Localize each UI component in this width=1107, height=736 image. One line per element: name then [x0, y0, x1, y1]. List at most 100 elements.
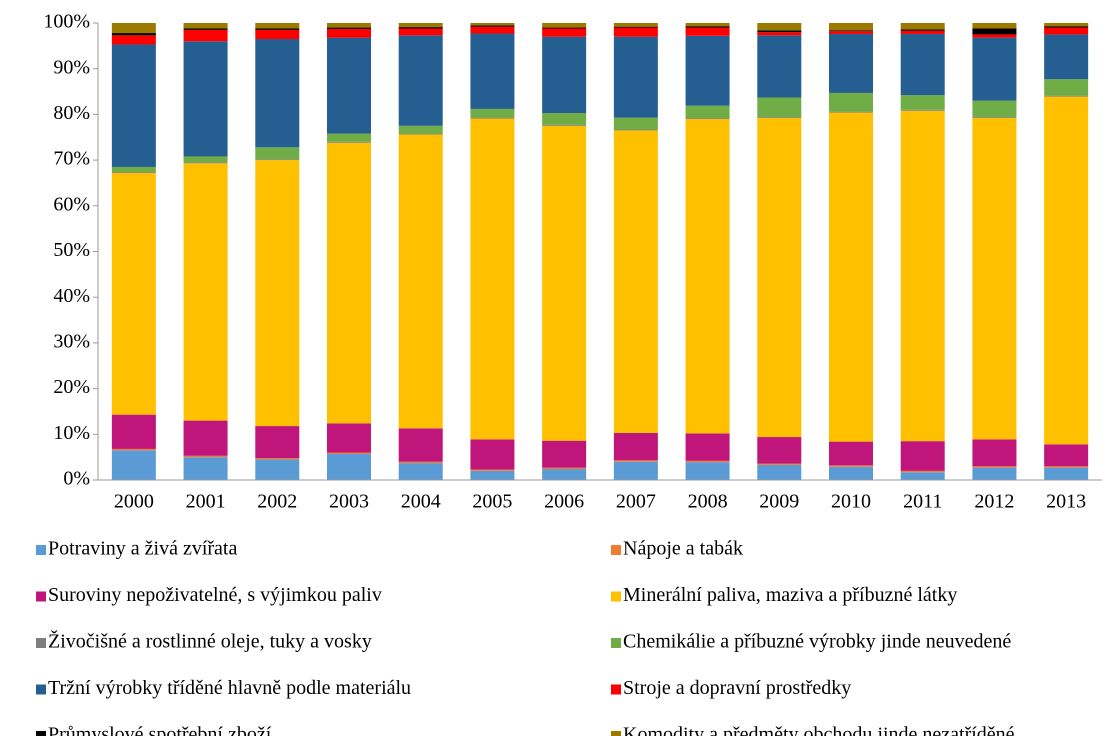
bar-segment [470, 117, 515, 119]
bar-segment [470, 23, 515, 26]
bar-segment [111, 33, 156, 36]
bar-segment [757, 437, 802, 464]
bar-segment [757, 463, 802, 465]
bar-segment [829, 23, 873, 31]
bar-segment [829, 441, 873, 466]
bar-segment [613, 460, 658, 462]
legend-swatch [611, 591, 621, 602]
legend-label: Tržní výrobky tříděné hlavně podle mater… [48, 677, 411, 699]
bar-segment [829, 33, 873, 93]
bar-segment [685, 27, 730, 36]
bar-segment [111, 172, 156, 415]
x-tick-label: 2000 [114, 491, 154, 513]
y-tick-label: 60% [53, 193, 90, 215]
bar-segment [972, 23, 1017, 29]
bar-segment [111, 414, 156, 449]
bar-segment [183, 156, 228, 163]
x-tick-label: 2013 [1046, 491, 1086, 513]
bar-segment [470, 108, 515, 118]
bar-segment [972, 118, 1017, 440]
bar-segment [255, 160, 300, 427]
bar-segment [972, 34, 1017, 38]
bar-segment [542, 440, 587, 468]
bar-segment [255, 29, 300, 39]
bar-segment [757, 35, 802, 98]
bar-segment [757, 32, 802, 36]
legend-label: Průmyslové spotřební zboží [48, 724, 272, 736]
bar-segment [757, 30, 802, 33]
y-tick-label: 50% [53, 239, 90, 261]
bar-segment [183, 162, 228, 164]
bar-segment [398, 428, 443, 462]
x-tick-label: 2002 [257, 491, 297, 513]
bar-segment [829, 92, 873, 112]
bar-segment [900, 470, 945, 473]
bar-segment [972, 28, 1017, 35]
y-tick-label: 100% [43, 11, 90, 33]
bar-segment [685, 26, 730, 28]
x-tick-label: 2012 [974, 491, 1014, 513]
bar-segment [470, 26, 515, 34]
bar-segment [972, 37, 1017, 101]
bar-segment [255, 459, 300, 480]
bar-segment [829, 112, 873, 442]
bar-segment [613, 26, 658, 28]
y-tick-label: 20% [53, 376, 90, 398]
bar-segment [757, 97, 802, 118]
bar-segment [613, 130, 658, 433]
bar-segment [111, 23, 156, 34]
bar-segment [1044, 34, 1089, 80]
x-tick-label: 2005 [472, 491, 512, 513]
legend-label: Chemikálie a příbuzné výrobky jinde neuv… [623, 631, 1011, 653]
x-tick-label: 2010 [831, 491, 871, 513]
bar-segment [398, 23, 443, 28]
bar-segment [470, 25, 515, 27]
bar-segment [757, 118, 802, 438]
bar-segment [1044, 467, 1089, 480]
bar-segment [398, 28, 443, 36]
bar-segment [183, 28, 228, 30]
x-tick-label: 2008 [688, 491, 728, 513]
legend-label: Potraviny a živá zvířata [48, 538, 237, 560]
bar-segment [900, 29, 945, 31]
bar-segment [613, 129, 658, 131]
bar-segment [255, 147, 300, 160]
bar-segment [327, 28, 371, 38]
bar-segment [900, 95, 945, 110]
bar-segment [111, 448, 156, 451]
bar-segment [613, 23, 658, 27]
bar-segment [900, 441, 945, 471]
bar-segment [1044, 444, 1089, 467]
bar-segment [398, 463, 443, 480]
bar-segment [829, 465, 873, 467]
bar-segment [398, 35, 443, 126]
bar-segment [613, 36, 658, 118]
bar-segment [183, 23, 228, 29]
legend-label: Komodity a předměty obchodu jinde nezatř… [623, 724, 1015, 736]
bar-segment [327, 27, 371, 29]
bar-segment [829, 31, 873, 34]
bar-segment [183, 41, 228, 157]
bar-segment [1044, 79, 1089, 96]
bar-segment [470, 469, 515, 471]
x-tick-label: 2003 [329, 491, 369, 513]
bar-segment [1044, 96, 1089, 445]
bar-segment [542, 125, 587, 441]
bar-segment [255, 28, 300, 30]
bar-segment [972, 466, 1017, 468]
bar-segment [900, 33, 945, 96]
bar-segment [542, 27, 587, 29]
bar-segment [542, 113, 587, 125]
x-tick-label: 2011 [903, 491, 942, 513]
bar-segment [255, 38, 300, 148]
x-tick-label: 2001 [186, 491, 226, 513]
bar-segment [685, 118, 730, 434]
bar-segment [327, 423, 371, 453]
bar-segment [685, 118, 730, 119]
bar-segment [972, 467, 1017, 480]
bar-segment [111, 166, 156, 172]
legend-swatch [36, 638, 46, 648]
bar-segment [900, 23, 945, 30]
bar-segment [1044, 466, 1089, 468]
